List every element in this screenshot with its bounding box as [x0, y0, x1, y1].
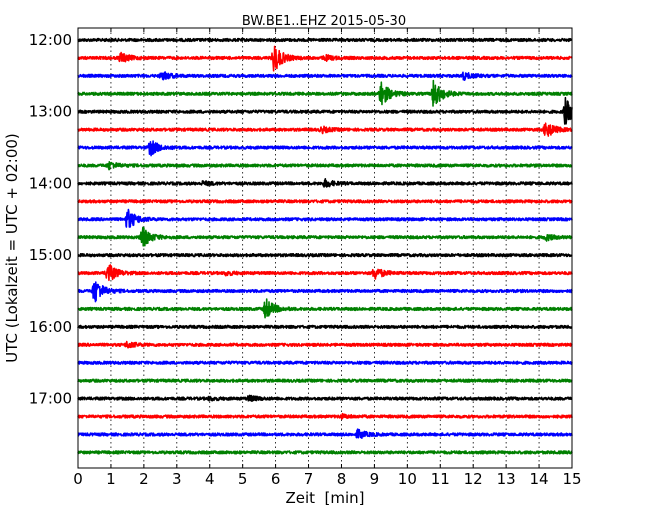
- y-axis-label: UTC (Lokalzeit = UTC + 02:00): [3, 133, 21, 363]
- trace-line-14: [77, 281, 573, 303]
- x-tick-label-13: 13: [497, 470, 516, 488]
- y-tick-label-5: 17:00: [29, 390, 72, 408]
- x-tick-label-15: 15: [562, 470, 581, 488]
- trace-line-3: [77, 79, 573, 107]
- trace-line-9: [77, 199, 573, 204]
- trace-line-0: [77, 37, 573, 43]
- x-tick-label-1: 1: [106, 470, 116, 488]
- y-tick-label-2: 14:00: [29, 174, 72, 192]
- x-tick-label-9: 9: [370, 470, 380, 488]
- trace-line-8: [77, 177, 573, 188]
- x-axis-ticks: 0 1 2 3 4 5 6 7 8 9 10 11 12 13 14 15: [73, 28, 582, 488]
- x-tick-label-10: 10: [398, 470, 417, 488]
- trace-line-13: [77, 264, 573, 282]
- y-tick-label-0: 12:00: [29, 31, 72, 49]
- trace-line-2: [77, 71, 573, 81]
- trace-line-21: [77, 412, 573, 420]
- x-tick-label-8: 8: [337, 470, 347, 488]
- x-tick-label-4: 4: [205, 470, 215, 488]
- trace-line-15: [77, 298, 573, 319]
- trace-line-12: [77, 252, 573, 258]
- x-tick-label-5: 5: [238, 470, 248, 488]
- chart-title: BW.BE1..EHZ 2015-05-30: [242, 14, 406, 29]
- y-tick-label-4: 16:00: [29, 318, 72, 336]
- x-tick-label-2: 2: [139, 470, 149, 488]
- x-tick-label-6: 6: [271, 470, 281, 488]
- trace-line-10: [77, 208, 573, 228]
- trace-line-7: [77, 161, 573, 171]
- y-axis-ticks: 12:00 13:00 14:00 15:00 16:00 17:00: [29, 31, 572, 408]
- trace-line-22: [77, 428, 573, 440]
- x-tick-label-12: 12: [464, 470, 483, 488]
- plot-frame: [77, 27, 573, 469]
- trace-line-19: [77, 378, 573, 383]
- y-tick-label-3: 15:00: [29, 246, 72, 264]
- x-tick-label-0: 0: [73, 470, 83, 488]
- trace-line-1: [77, 45, 573, 72]
- trace-line-6: [77, 140, 573, 157]
- trace-line-5: [77, 122, 573, 137]
- x-tick-label-11: 11: [431, 470, 450, 488]
- x-tick-label-7: 7: [304, 470, 314, 488]
- y-tick-label-1: 13:00: [29, 103, 72, 121]
- x-axis-label: Zeit [min]: [285, 489, 364, 507]
- trace-line-17: [77, 340, 573, 349]
- x-tick-label-3: 3: [172, 470, 182, 488]
- trace-line-4: [77, 96, 573, 125]
- trace-line-23: [77, 450, 573, 455]
- trace-lines: [77, 37, 573, 455]
- x-tick-label-14: 14: [530, 470, 549, 488]
- trace-line-16: [77, 324, 573, 330]
- grid-lines: [110, 28, 540, 468]
- trace-line-11: [77, 226, 573, 247]
- trace-line-20: [77, 394, 573, 403]
- trace-line-18: [77, 360, 573, 365]
